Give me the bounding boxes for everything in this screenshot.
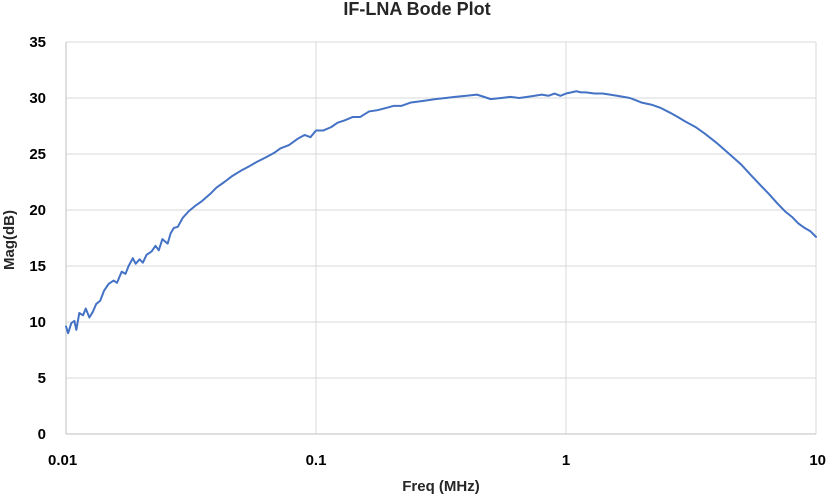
- y-tick-label: 15: [29, 258, 46, 275]
- y-tick-label: 10: [29, 314, 46, 331]
- series-layer: [65, 90, 817, 335]
- x-axis-label: Freq (MHz): [402, 478, 480, 495]
- x-tick-label: 1: [562, 452, 570, 469]
- y-tick-label: 35: [29, 34, 46, 51]
- y-tick-label: 30: [29, 90, 46, 107]
- x-tick-label: 0.1: [306, 452, 327, 469]
- y-tick-label: 0: [38, 426, 46, 443]
- y-tick-label: 5: [38, 370, 46, 387]
- x-tick-label: 0.01: [48, 452, 77, 469]
- tick-labels: 0 5 10 15 20 25 30 35 0.01 0.1 1 10: [29, 34, 826, 469]
- x-tick-label: 10: [809, 452, 826, 469]
- y-tick-label: 20: [29, 202, 46, 219]
- y-tick-label: 25: [29, 146, 46, 163]
- axes: [65, 42, 816, 435]
- y-axis-label: Mag(dB): [1, 210, 18, 270]
- chart-title: IF-LNA Bode Plot: [343, 0, 490, 19]
- series-line-magnitude: [65, 90, 817, 335]
